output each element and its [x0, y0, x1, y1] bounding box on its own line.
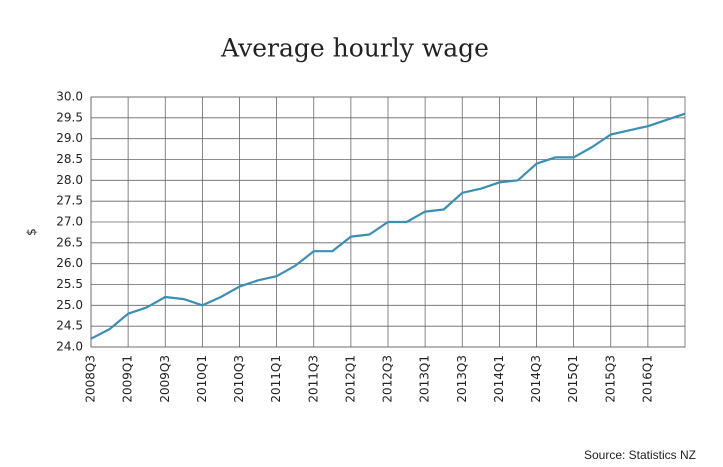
y-tick-label: 25.0	[56, 298, 83, 312]
x-tick-label: 2010Q1	[195, 355, 209, 403]
x-tick-label: 2009Q1	[121, 355, 135, 403]
data-line	[90, 112, 686, 340]
x-tick-label: 2012Q3	[381, 355, 395, 403]
y-tick-label: 27.5	[56, 194, 83, 208]
y-tick-label: 24.5	[56, 319, 83, 333]
source-note: Source: Statistics NZ	[584, 448, 696, 462]
x-tick-label: 2013Q1	[418, 355, 432, 403]
chart-title: Average hourly wage	[220, 34, 489, 63]
x-tick-label: 2011Q1	[269, 355, 283, 403]
y-axis-label: $	[25, 228, 39, 236]
x-tick-label: 2011Q3	[306, 355, 320, 403]
x-tick-label: 2015Q3	[603, 355, 617, 403]
y-tick-label: 25.5	[56, 277, 83, 291]
y-tick-label: 26.5	[56, 235, 83, 249]
x-tick-label: 2012Q1	[343, 355, 357, 403]
y-tick-label: 27.0	[56, 215, 83, 229]
x-tick-label: 2016Q1	[640, 355, 654, 403]
x-tick-label: 2009Q3	[158, 355, 172, 403]
x-tick-label: 2014Q1	[492, 355, 506, 403]
y-tick-label: 28.5	[56, 152, 83, 166]
y-tick-label: 29.0	[56, 131, 83, 145]
y-tick-label: 26.0	[56, 256, 83, 270]
y-tick-label: 29.5	[56, 110, 83, 124]
x-tick-label: 2013Q3	[455, 355, 469, 403]
y-tick-label: 30.0	[56, 90, 83, 104]
y-tick-label: 24.0	[56, 340, 83, 354]
x-tick-label: 2015Q1	[566, 355, 580, 403]
x-tick-label: 2014Q3	[529, 355, 543, 403]
x-tick-label: 2008Q3	[84, 355, 98, 403]
y-tick-label: 28.0	[56, 173, 83, 187]
x-tick-label: 2010Q3	[232, 355, 246, 403]
